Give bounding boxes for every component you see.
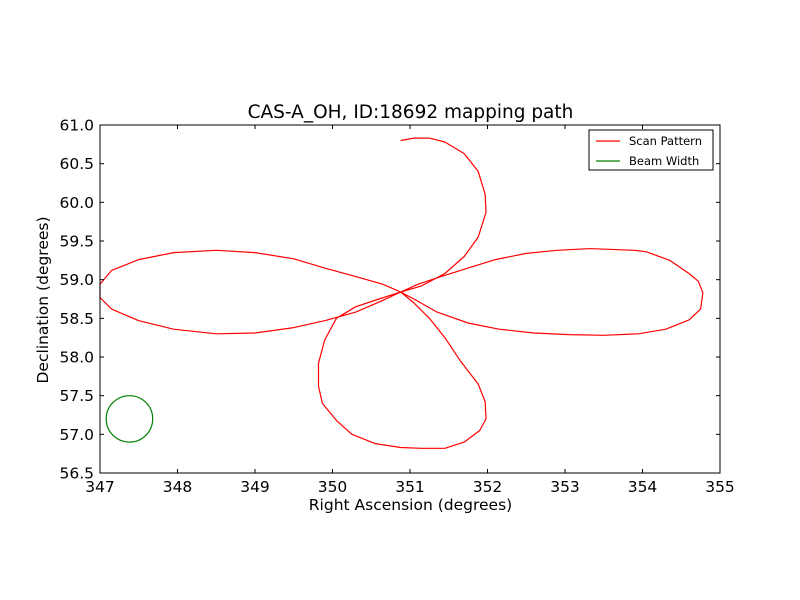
y-tick-label: 60.5 xyxy=(59,155,94,173)
y-tick-label: 58.5 xyxy=(59,310,94,328)
beam-width-circle xyxy=(105,395,154,443)
y-tick-label: 59.0 xyxy=(59,271,94,289)
y-tick-label: 56.5 xyxy=(59,465,94,483)
y-tick-label: 59.5 xyxy=(59,233,94,251)
y-tick-label: 60.0 xyxy=(59,194,94,212)
plot-area xyxy=(99,137,704,449)
y-tick-label: 58.0 xyxy=(59,349,94,367)
y-tick-label: 57.0 xyxy=(59,426,94,444)
legend: Scan Pattern Beam Width xyxy=(588,129,714,171)
x-tick-label: 347 xyxy=(85,478,115,496)
chart-title: CAS-A_OH, ID:18692 mapping path xyxy=(248,102,574,123)
x-tick-label: 348 xyxy=(163,478,193,496)
legend-label-scan-pattern: Scan Pattern xyxy=(629,134,702,148)
x-tick-label: 352 xyxy=(473,478,503,496)
y-tick-label: 57.5 xyxy=(59,387,94,405)
y-tick-label: 61.0 xyxy=(59,117,94,135)
x-tick-label: 353 xyxy=(550,478,580,496)
x-tick-label: 350 xyxy=(318,478,348,496)
x-tick-label: 355 xyxy=(705,478,735,496)
x-tick-label: 351 xyxy=(395,478,425,496)
scan-pattern-line xyxy=(99,137,704,449)
y-axis-label: Declination (degrees) xyxy=(34,216,52,383)
x-tick-label: 349 xyxy=(240,478,270,496)
legend-frame xyxy=(588,129,714,171)
x-tick-label: 354 xyxy=(628,478,658,496)
axes: 347 348 349 350 351 352 353 354 355 56.5 57.0 57.5 5… xyxy=(59,117,734,497)
x-axis-label: Right Ascension (degrees) xyxy=(309,496,512,514)
legend-label-beam-width: Beam Width xyxy=(629,154,699,168)
